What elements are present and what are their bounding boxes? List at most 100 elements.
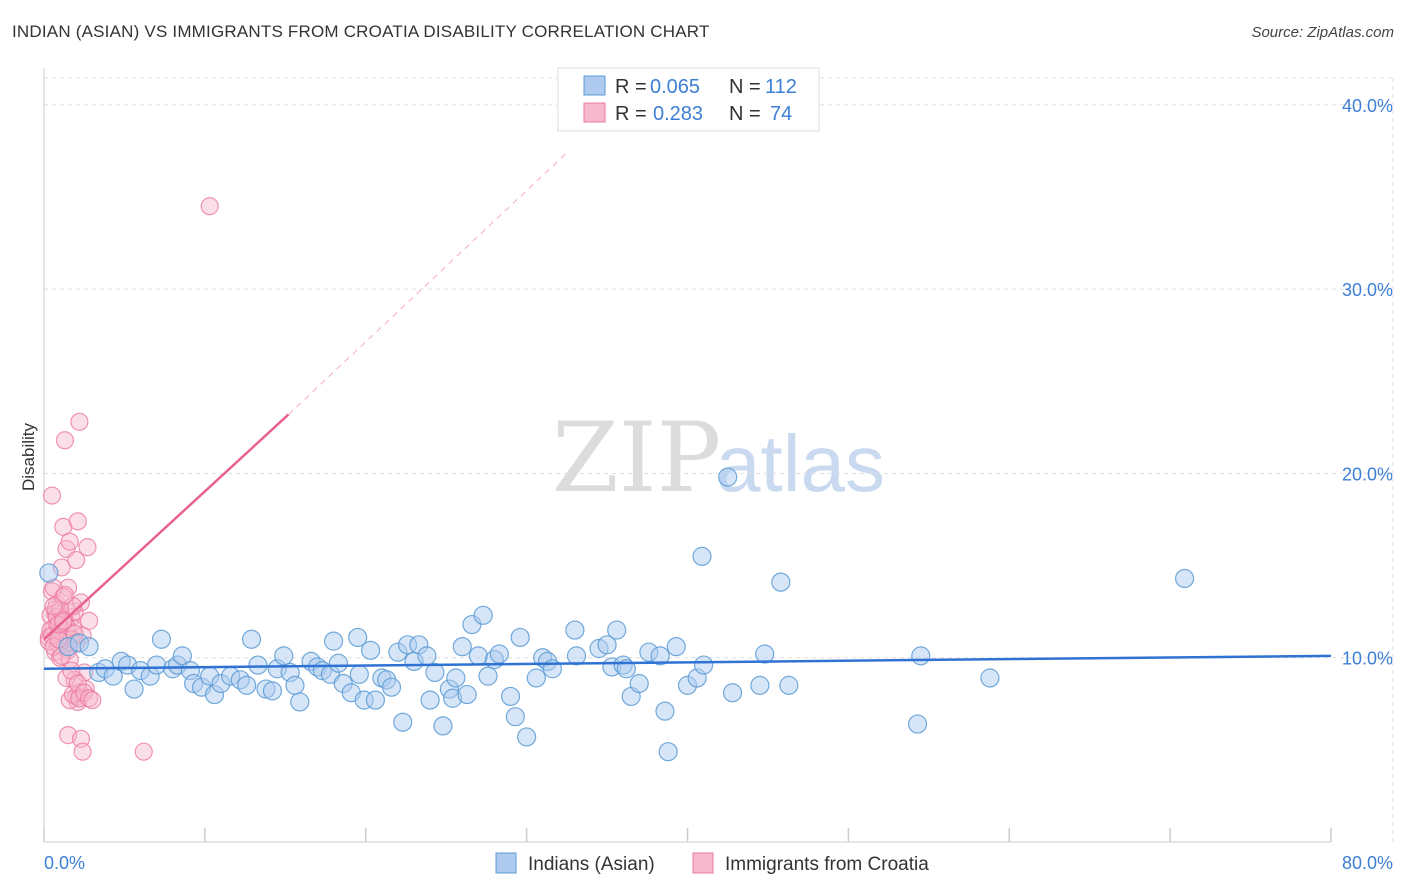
indian-point-91 [655, 701, 675, 721]
indian-point-93 [666, 637, 686, 657]
indian-point-34 [290, 692, 310, 712]
indian-point-9 [124, 679, 144, 699]
legend-n-label-2: N = [729, 103, 761, 125]
indian-point-82 [597, 635, 617, 655]
indian-point-103 [779, 675, 799, 695]
indian-point-88 [629, 673, 649, 694]
croatia-point-73 [44, 597, 63, 616]
indian-point-46 [360, 640, 381, 660]
bottom-legend: Indians (Asian) Immigrants from Croatia [495, 852, 929, 875]
indian-point-50 [381, 677, 402, 697]
indian-point-44 [349, 664, 369, 684]
top-legend: R = 0.065 N = 112 R = 0.283 N = 74 [557, 67, 820, 132]
source-credit: Source: ZipAtlas.com [1251, 24, 1394, 41]
croatia-point-18 [68, 512, 87, 531]
trend-line-croatia-extension [288, 152, 568, 415]
croatia-point-13 [60, 532, 79, 551]
indian-point-84 [607, 620, 627, 640]
bottom-legend-label-croatia: Immigrants from Croatia [725, 854, 929, 875]
indian-point-90 [650, 646, 670, 666]
indian-point-75 [526, 668, 546, 688]
indian-point-92 [658, 742, 678, 762]
indian-point-99 [722, 683, 743, 703]
series-indians-points [39, 467, 1195, 762]
indian-point-12 [147, 655, 167, 675]
indian-point-67 [473, 605, 493, 625]
indian-point-68 [478, 666, 498, 686]
indian-point-105 [907, 714, 928, 734]
indian-point-98 [718, 467, 738, 487]
y-tick-label-20: 20.0% [1342, 464, 1393, 484]
indian-point-33 [285, 675, 305, 695]
indian-point-66 [468, 646, 488, 666]
indian-point-70 [489, 644, 509, 664]
indian-point-52 [393, 712, 413, 732]
indian-point-40 [328, 653, 349, 673]
legend-swatch-blue [583, 75, 606, 96]
indian-point-86 [616, 659, 636, 679]
y-tick-label-40: 40.0% [1342, 96, 1393, 116]
indian-point-43 [348, 627, 368, 648]
croatia-point-67 [79, 689, 99, 708]
indian-point-57 [420, 690, 440, 710]
croatia-point-24 [78, 538, 97, 557]
indian-point-26 [241, 629, 262, 649]
indian-point-106 [980, 668, 1000, 688]
indian-point-56 [417, 646, 437, 666]
x-ticks [43, 828, 1332, 842]
indian-point-107 [1175, 568, 1195, 589]
croatia-point-69 [134, 742, 153, 761]
indian-point-3 [79, 637, 99, 657]
croatia-point-10 [55, 431, 75, 450]
croatia-point-70 [200, 197, 219, 216]
indian-point-104 [911, 646, 931, 666]
chart-title: INDIAN (ASIAN) VS IMMIGRANTS FROM CROATI… [12, 22, 710, 41]
legend-n-label-1: N = [729, 76, 761, 98]
legend-swatch-pink [583, 102, 606, 123]
indian-point-73 [510, 627, 530, 648]
watermark-zip: ZIP [552, 402, 721, 514]
indian-point-80 [566, 646, 587, 666]
trend-lines [43, 152, 1332, 671]
indian-point-58 [425, 662, 445, 683]
legend-n-value-2: 74 [770, 103, 792, 125]
croatia-point-68 [83, 690, 102, 710]
indian-point-39 [323, 631, 344, 651]
indian-point-59 [433, 716, 453, 736]
indian-point-64 [457, 684, 477, 705]
trend-line-croatia [43, 413, 290, 641]
croatia-point-26 [42, 486, 62, 505]
indian-point-47 [365, 690, 386, 710]
indian-point-100 [750, 675, 770, 695]
y-tick-labels: 10.0% 20.0% 30.0% 40.0% [1342, 96, 1393, 669]
bottom-legend-swatch-blue [495, 852, 517, 874]
indian-point-97 [693, 655, 714, 675]
indian-point-71 [500, 686, 521, 707]
legend-n-value-1: 112 [765, 76, 797, 98]
indian-point-72 [505, 707, 525, 727]
legend-r-label-1: R = [615, 76, 647, 98]
indian-point-29 [262, 681, 283, 701]
croatia-point-54 [55, 585, 75, 605]
indian-point-63 [452, 637, 472, 657]
bottom-legend-swatch-pink [692, 852, 714, 874]
croatia-point-17 [67, 550, 86, 570]
indian-point-13 [151, 629, 172, 649]
croatia-point-25 [79, 611, 99, 630]
y-axis-title: Disability [19, 422, 38, 491]
x-tick-label-min: 0.0% [44, 853, 85, 873]
indian-point-16 [172, 646, 192, 666]
indian-point-31 [274, 646, 294, 666]
indian-point-101 [755, 644, 775, 664]
indian-point-74 [517, 727, 537, 747]
x-tick-label-max: 80.0% [1342, 853, 1393, 873]
indian-point-102 [771, 572, 791, 592]
indian-point-79 [565, 620, 585, 640]
trend-line-indians [43, 654, 1332, 671]
y-tick-label-10: 10.0% [1342, 649, 1393, 669]
croatia-point-19 [70, 412, 89, 431]
legend-r-value-1: 0.065 [650, 76, 700, 98]
indian-point-62 [446, 668, 466, 688]
croatia-point-62 [68, 674, 87, 693]
